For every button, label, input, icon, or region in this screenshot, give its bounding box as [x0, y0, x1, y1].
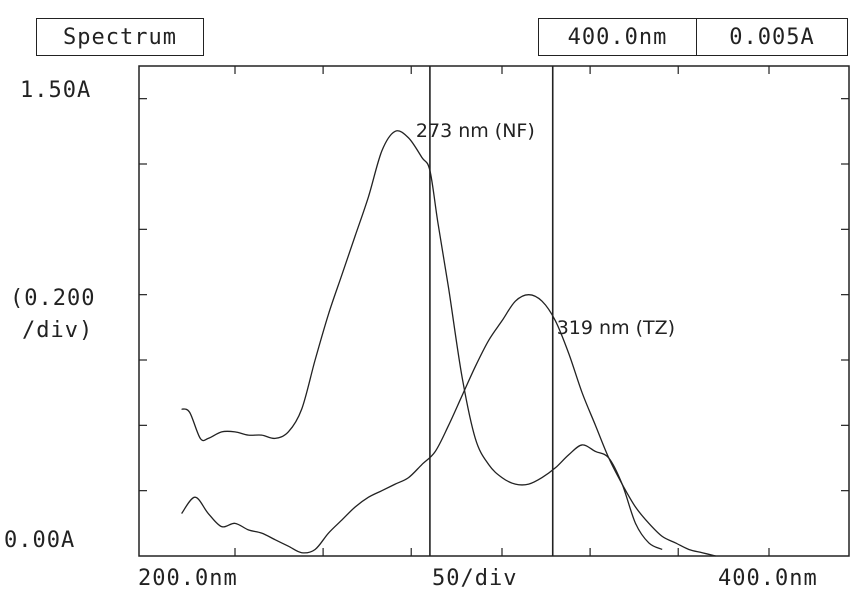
peak-markers: 273 nm (NF) 319 nm (TZ)	[416, 66, 675, 556]
plot-frame	[138, 65, 850, 557]
x-end-label: 400.0nm	[718, 566, 818, 591]
cursor-readout: 400.0nm 0.005A	[538, 18, 848, 56]
cursor-wavelength-cell: 400.0nm	[539, 19, 697, 55]
y-scale-label-line2: /div)	[22, 318, 94, 343]
spectrum-line-2	[181, 294, 716, 557]
spectrum-line-1	[181, 130, 663, 551]
y-top-label: 1.50A	[20, 78, 92, 103]
mode-label-box: Spectrum	[36, 18, 204, 56]
marker-label-2: 319 nm (TZ)	[557, 317, 675, 339]
axis-ticks	[139, 66, 849, 556]
cursor-absorbance: 0.005A	[729, 24, 815, 50]
y-scale-label-line1: (0.200	[10, 286, 96, 311]
cursor-absorbance-cell: 0.005A	[697, 19, 847, 55]
cursor-wavelength: 400.0nm	[567, 24, 668, 50]
y-bottom-label: 0.00A	[4, 528, 76, 553]
mode-label: Spectrum	[63, 24, 177, 50]
x-scale-label: 50/div	[432, 566, 518, 591]
spectrum-curves	[181, 130, 716, 557]
marker-label-1: 273 nm (NF)	[416, 120, 535, 142]
x-start-label: 200.0nm	[138, 566, 238, 591]
